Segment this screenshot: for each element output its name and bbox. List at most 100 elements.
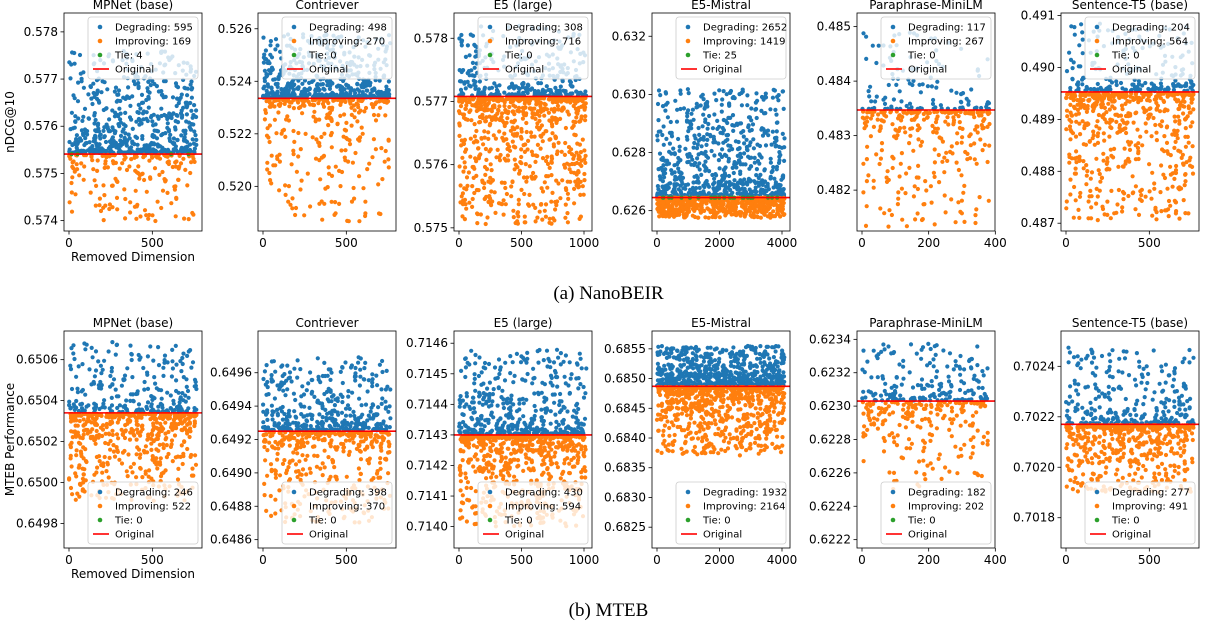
improving-point <box>552 106 557 111</box>
degrading-point <box>144 97 149 103</box>
degrading-point <box>118 98 123 104</box>
improving-point <box>776 208 782 213</box>
improving-point <box>562 162 567 167</box>
improving-point <box>490 199 495 204</box>
degrading-point <box>742 151 747 156</box>
degrading-point <box>693 160 698 166</box>
improving-point <box>357 138 362 143</box>
improving-point <box>483 146 488 152</box>
improving-point <box>563 215 568 220</box>
improving-point <box>550 190 555 195</box>
degrading-point <box>185 93 190 98</box>
degrading-point <box>728 143 733 149</box>
degrading-point <box>891 97 897 102</box>
degrading-point <box>465 43 470 48</box>
degrading-point <box>146 79 151 84</box>
degrading-point <box>472 65 477 70</box>
degrading-point <box>94 149 99 154</box>
improving-point <box>487 123 492 128</box>
degrading-point <box>695 178 701 183</box>
improving-point <box>907 165 912 170</box>
improving-point <box>173 214 178 219</box>
improving-point <box>298 147 303 152</box>
improving-point <box>1120 209 1125 214</box>
degrading-point <box>159 148 164 154</box>
degrading-point <box>285 83 290 88</box>
improving-point <box>526 138 531 143</box>
degrading-point <box>83 141 88 146</box>
improving-point <box>573 133 578 138</box>
degrading-point <box>694 101 699 106</box>
improving-point <box>861 161 866 166</box>
degrading-point <box>690 157 695 162</box>
improving-point <box>292 139 297 144</box>
improving-point <box>133 168 138 173</box>
improving-point <box>501 212 506 217</box>
legend-label: Original <box>908 65 947 76</box>
improving-point <box>929 200 934 205</box>
improving-point <box>283 134 288 139</box>
improving-point <box>945 158 950 163</box>
improving-point <box>136 164 141 169</box>
improving-point <box>1165 186 1170 191</box>
degrading-point <box>91 81 96 86</box>
improving-point <box>382 99 387 104</box>
degrading-point <box>678 91 683 96</box>
degrading-point <box>171 136 176 141</box>
degrading-point <box>265 82 270 87</box>
degrading-point <box>98 136 103 141</box>
degrading-point <box>148 115 154 120</box>
degrading-point <box>457 68 462 73</box>
improving-point <box>698 204 703 209</box>
degrading-point <box>1077 43 1082 48</box>
degrading-point <box>113 129 118 134</box>
improving-point <box>476 105 481 111</box>
degrading-point <box>261 35 266 40</box>
y-tick-label: 0.485 <box>817 20 851 34</box>
degrading-point <box>1080 51 1085 56</box>
degrading-point <box>461 68 466 73</box>
degrading-point <box>291 87 296 92</box>
improving-point <box>509 184 514 189</box>
improving-point <box>879 141 885 146</box>
improving-point <box>912 116 917 121</box>
degrading-point <box>773 182 778 187</box>
degrading-point <box>744 137 749 142</box>
improving-point <box>160 169 165 175</box>
improving-point <box>342 112 347 117</box>
improving-point <box>511 208 516 213</box>
degrading-point <box>517 86 522 91</box>
improving-point <box>932 160 938 165</box>
degrading-point <box>154 149 159 154</box>
improving-point <box>352 196 357 201</box>
degrading-point <box>473 44 478 49</box>
improving-point <box>576 185 581 190</box>
degrading-point <box>174 83 179 89</box>
improving-point <box>1144 129 1149 134</box>
improving-point <box>504 120 509 125</box>
degrading-point <box>188 100 193 106</box>
degrading-point <box>68 127 73 132</box>
improving-point <box>1085 169 1090 174</box>
improving-point <box>1168 153 1173 158</box>
degrading-point <box>718 130 723 135</box>
improving-point <box>566 196 571 201</box>
improving-point <box>1133 184 1138 189</box>
improving-point <box>317 117 322 122</box>
degrading-point <box>174 113 179 118</box>
improving-point <box>864 204 869 209</box>
degrading-point <box>768 156 773 161</box>
improving-point <box>758 215 764 220</box>
improving-point <box>137 176 142 181</box>
degrading-point <box>120 129 125 134</box>
improving-point <box>533 174 538 179</box>
improving-point <box>342 155 347 160</box>
improving-point <box>276 110 281 115</box>
degrading-point <box>1075 82 1080 88</box>
improving-point <box>987 143 992 148</box>
degrading-point <box>145 89 151 94</box>
degrading-point <box>695 142 700 147</box>
improving-point <box>576 177 581 182</box>
degrading-point <box>687 125 692 130</box>
degrading-point <box>154 136 160 141</box>
